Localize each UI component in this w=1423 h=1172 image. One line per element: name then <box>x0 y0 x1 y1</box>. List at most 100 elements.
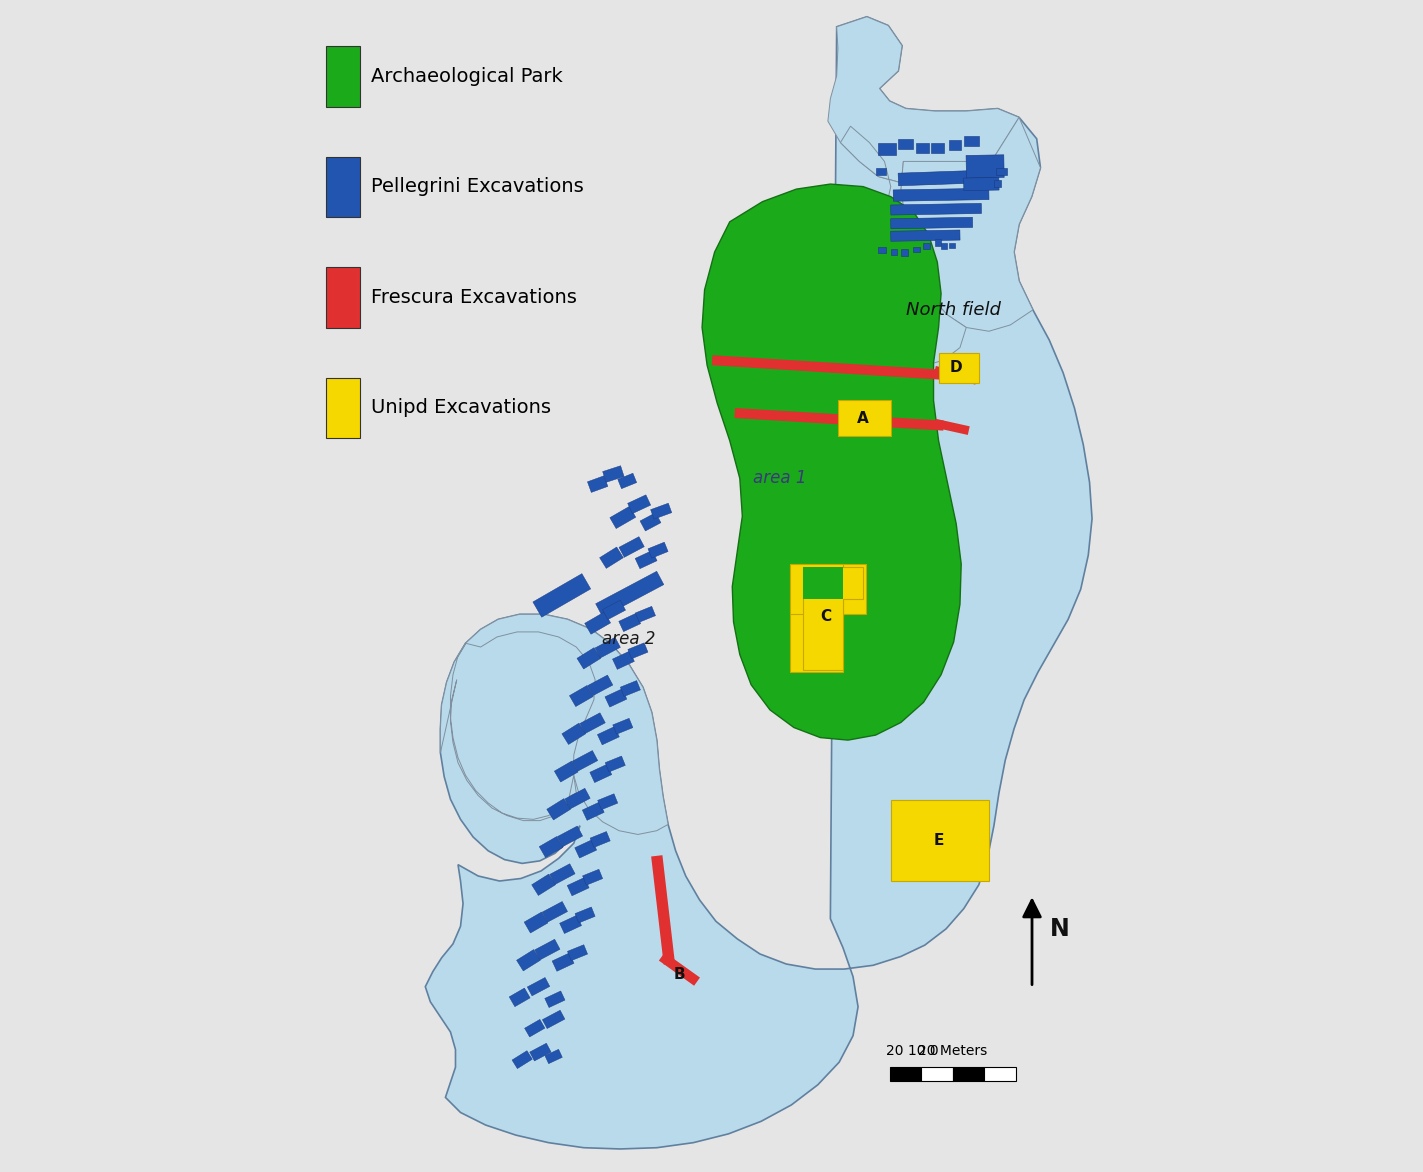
Polygon shape <box>588 476 608 492</box>
Polygon shape <box>619 537 645 558</box>
Polygon shape <box>993 180 1002 186</box>
Text: B: B <box>673 967 686 982</box>
Polygon shape <box>898 170 996 186</box>
Polygon shape <box>599 547 623 568</box>
Polygon shape <box>558 826 582 846</box>
Polygon shape <box>545 992 565 1008</box>
Polygon shape <box>517 949 541 970</box>
Polygon shape <box>935 239 941 246</box>
Polygon shape <box>924 244 929 250</box>
Polygon shape <box>838 401 891 436</box>
Polygon shape <box>891 250 896 254</box>
Polygon shape <box>535 939 561 960</box>
Polygon shape <box>875 168 885 176</box>
Polygon shape <box>878 247 885 253</box>
Polygon shape <box>532 874 555 895</box>
Polygon shape <box>572 750 598 771</box>
Polygon shape <box>585 612 610 634</box>
Polygon shape <box>939 353 979 383</box>
Text: North field: North field <box>906 301 1002 319</box>
Polygon shape <box>966 155 1005 178</box>
Polygon shape <box>619 613 640 632</box>
Polygon shape <box>963 136 979 146</box>
Polygon shape <box>425 16 1091 1149</box>
Text: C: C <box>820 609 831 625</box>
Text: 20 Meters: 20 Meters <box>918 1044 988 1058</box>
Polygon shape <box>559 915 582 934</box>
Polygon shape <box>612 652 635 669</box>
Polygon shape <box>582 870 603 885</box>
Polygon shape <box>636 606 656 622</box>
Polygon shape <box>985 1067 1016 1081</box>
Text: Archaeological Park: Archaeological Park <box>371 67 562 86</box>
Bar <box>326 377 360 438</box>
Text: D: D <box>951 360 962 375</box>
Text: Pellegrini Excavations: Pellegrini Excavations <box>371 177 583 197</box>
Polygon shape <box>941 244 948 250</box>
Polygon shape <box>545 1049 562 1064</box>
Polygon shape <box>532 573 591 618</box>
Polygon shape <box>552 953 573 972</box>
Polygon shape <box>539 837 564 858</box>
Polygon shape <box>891 230 961 241</box>
Polygon shape <box>949 244 955 248</box>
Polygon shape <box>542 901 568 922</box>
Polygon shape <box>562 723 586 744</box>
Polygon shape <box>582 802 605 820</box>
Text: 20 10 0: 20 10 0 <box>887 1044 939 1058</box>
Polygon shape <box>542 1010 565 1029</box>
Polygon shape <box>549 864 575 885</box>
Polygon shape <box>922 1067 953 1081</box>
Polygon shape <box>524 912 548 933</box>
Polygon shape <box>628 495 650 513</box>
Text: A: A <box>857 410 869 425</box>
Polygon shape <box>591 764 612 783</box>
Polygon shape <box>596 571 663 618</box>
Text: N: N <box>1050 918 1070 941</box>
Polygon shape <box>963 177 999 191</box>
Bar <box>326 46 360 107</box>
Polygon shape <box>931 143 943 152</box>
Polygon shape <box>595 638 620 657</box>
Polygon shape <box>581 713 605 734</box>
Polygon shape <box>898 138 914 149</box>
Polygon shape <box>828 16 1019 184</box>
Polygon shape <box>933 366 978 384</box>
Polygon shape <box>914 247 919 252</box>
Polygon shape <box>528 977 549 996</box>
Polygon shape <box>628 642 647 659</box>
Polygon shape <box>803 566 864 669</box>
Polygon shape <box>465 614 667 834</box>
Polygon shape <box>659 953 700 986</box>
Text: area 1: area 1 <box>753 470 807 488</box>
Polygon shape <box>841 127 992 366</box>
Polygon shape <box>546 798 571 820</box>
Polygon shape <box>652 856 675 965</box>
Polygon shape <box>803 566 842 599</box>
Bar <box>326 157 360 217</box>
Polygon shape <box>576 648 601 669</box>
Polygon shape <box>618 473 636 489</box>
Polygon shape <box>996 168 1006 176</box>
Polygon shape <box>894 189 989 202</box>
Polygon shape <box>891 800 989 881</box>
Polygon shape <box>512 1051 532 1069</box>
Polygon shape <box>878 143 896 155</box>
Polygon shape <box>555 761 578 782</box>
Polygon shape <box>603 465 625 483</box>
Polygon shape <box>953 1067 985 1081</box>
Polygon shape <box>591 831 610 847</box>
Text: E: E <box>933 833 943 849</box>
Polygon shape <box>602 600 626 620</box>
Polygon shape <box>889 1067 922 1081</box>
Polygon shape <box>620 681 640 696</box>
Polygon shape <box>598 793 618 810</box>
Polygon shape <box>509 988 531 1007</box>
Polygon shape <box>588 675 613 696</box>
Polygon shape <box>525 1020 545 1037</box>
Polygon shape <box>901 250 908 255</box>
Polygon shape <box>891 204 982 214</box>
Polygon shape <box>790 564 842 614</box>
Bar <box>326 267 360 328</box>
Polygon shape <box>610 506 636 529</box>
